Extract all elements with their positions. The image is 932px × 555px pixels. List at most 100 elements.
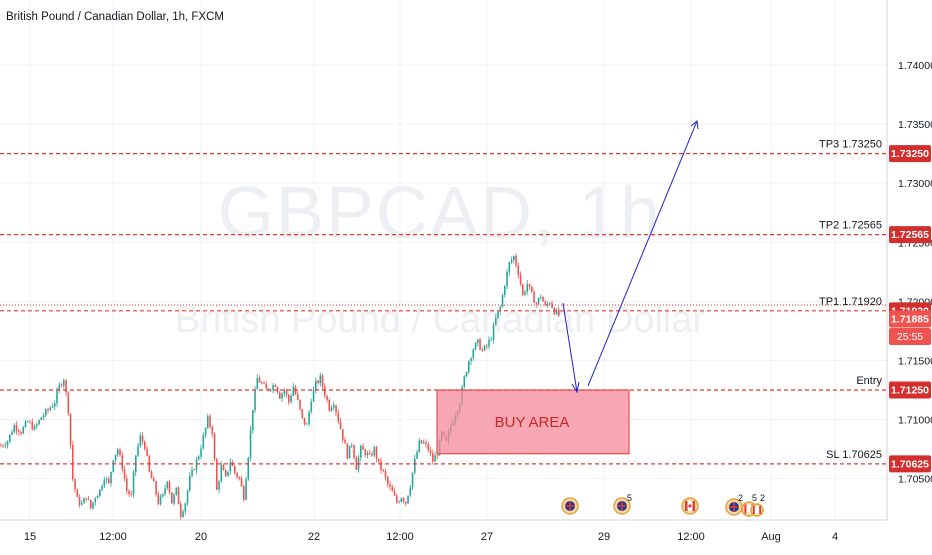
candle-body (47, 409, 49, 411)
candle-body (531, 286, 533, 293)
candle-body (499, 306, 502, 312)
price-tick: 1.71000 (898, 415, 932, 427)
candle-body (342, 429, 344, 440)
candle-body (515, 255, 517, 266)
candle-body (463, 376, 466, 388)
candle-body (112, 460, 115, 472)
candle-body (375, 446, 378, 459)
candle-body (234, 466, 236, 473)
candle-body (344, 439, 346, 444)
candle-body (407, 495, 409, 504)
candle-body (162, 494, 164, 497)
candle-body (227, 471, 229, 476)
candle-body (396, 495, 398, 503)
candle-body (146, 448, 148, 456)
event-uk-flag-icon[interactable] (725, 498, 743, 516)
candle-body (18, 430, 20, 433)
candle-body (29, 421, 31, 423)
candle-body (382, 469, 385, 471)
candle-body (51, 406, 54, 408)
candle-body (479, 339, 481, 350)
price-tick: 1.74000 (898, 60, 932, 72)
buy-area-box[interactable] (436, 389, 630, 455)
candle-body (15, 425, 18, 431)
candle-body (337, 412, 340, 422)
candle-body (504, 286, 506, 295)
candle-body (387, 477, 389, 485)
event-ca-flag-icon[interactable] (750, 503, 764, 517)
candle-body (513, 255, 515, 260)
candle-body (20, 432, 22, 434)
candle-body (184, 503, 187, 512)
candle-body (27, 421, 29, 423)
candle-body (87, 499, 90, 501)
candle-body (542, 296, 544, 302)
candle-body (292, 386, 295, 396)
candle-body (526, 283, 529, 292)
arrow-up-head-icon (690, 120, 699, 130)
event-ca-flag-icon[interactable] (681, 497, 699, 515)
level-labels: TP3 1.73250 TP2 1.72565 TP1 1.71920 Entr… (819, 139, 882, 461)
candle-body (366, 453, 369, 456)
candle-body (402, 498, 405, 502)
candle-body (202, 435, 205, 449)
candle-body (119, 449, 121, 456)
event-count: 5 (752, 493, 757, 503)
candle-body (558, 309, 560, 316)
candle-body (117, 449, 119, 455)
candle-body (339, 421, 342, 430)
candle-body (36, 424, 38, 427)
price-tag-tp2-text: 1.72565 (891, 229, 929, 241)
candle-body (497, 311, 499, 318)
economic-events[interactable]: 5 2 5 (561, 493, 765, 517)
candle-body (477, 339, 479, 344)
candle-body (279, 392, 281, 399)
candle-body (420, 440, 423, 444)
candle-body (31, 422, 34, 430)
candle-body (555, 309, 558, 315)
candle-body (398, 501, 400, 503)
candle-body (247, 457, 250, 480)
candle-body (150, 471, 153, 479)
candle-body (319, 375, 322, 384)
candle-body (416, 452, 418, 459)
candle-body (263, 383, 265, 384)
candle-body (121, 455, 124, 470)
candle-body (123, 469, 126, 479)
candle-body (110, 471, 112, 484)
candle-body (56, 390, 58, 404)
candle-body (243, 486, 245, 500)
price-tick: 1.73500 (898, 119, 932, 131)
candle-body (470, 358, 472, 362)
candle-body (393, 491, 396, 496)
candle-body (69, 413, 72, 445)
level-label-sl: SL 1.70625 (826, 449, 882, 461)
time-tick: 22 (308, 531, 320, 543)
price-tag-tp3-text: 1.73250 (891, 148, 929, 160)
candle-body (274, 385, 277, 388)
candle-body (465, 371, 468, 377)
candle-body (510, 259, 513, 263)
level-label-tp2: TP2 1.72565 (819, 220, 882, 232)
candle-body (245, 479, 247, 500)
candle-body (155, 481, 157, 495)
candle-body (83, 498, 85, 504)
candle-body (225, 470, 227, 476)
event-uk-flag-icon[interactable] (613, 497, 631, 515)
candle-body (425, 442, 427, 445)
event-count: 5 (627, 493, 632, 503)
candle-body (389, 484, 391, 487)
time-axis[interactable]: 15 12:00 20 22 12:00 27 29 12:00 Aug 4 (24, 531, 838, 543)
candle-body (128, 490, 130, 495)
candle-body (508, 262, 511, 273)
level-label-entry: Entry (856, 375, 882, 387)
countdown-tag (889, 327, 931, 345)
event-uk-flag-icon[interactable] (561, 497, 579, 515)
candle-body (391, 486, 394, 492)
price-tag-sl (889, 455, 931, 473)
arrow-down-head-icon (571, 381, 580, 394)
candle-body (195, 459, 198, 470)
candle-body (175, 487, 178, 495)
